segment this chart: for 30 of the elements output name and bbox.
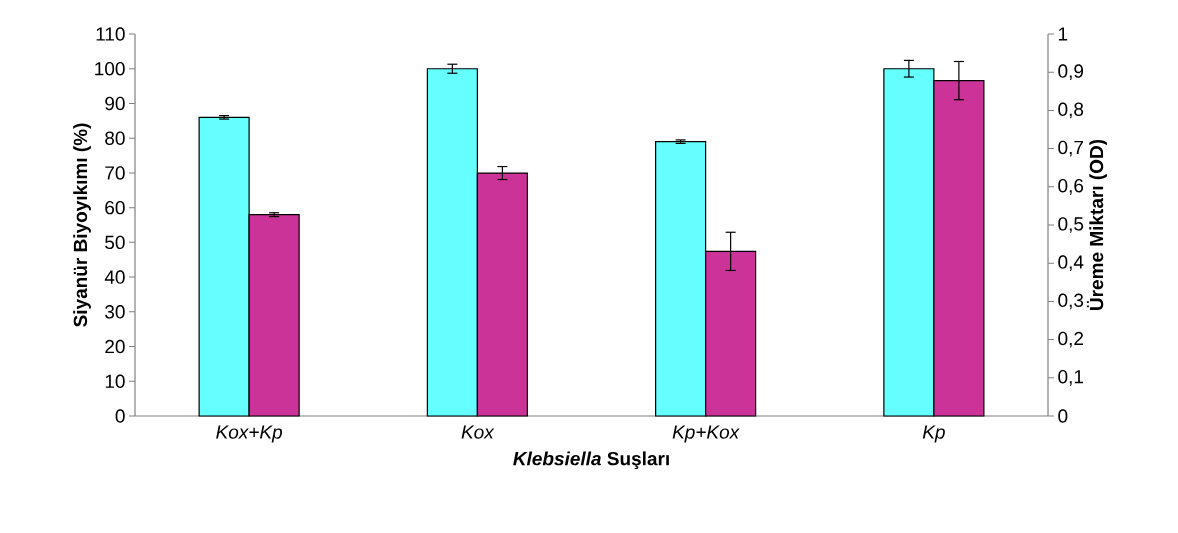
y2-tick-label: 0,1 [1058,369,1084,386]
y2-tick-label: 0,7 [1058,140,1083,157]
y2-tick-label: 0,8 [1058,102,1084,119]
y2-tick-label: 0,2 [1058,331,1083,348]
y-tick-label: 100 [95,62,125,76]
x-tick-label: Kp+Kox [672,425,740,443]
y-tick-label: 0 [115,409,125,423]
y-tick-label: 80 [105,131,125,145]
x-tick-label: Kox [461,425,495,439]
y-tick-label: 30 [105,305,125,319]
y-tick-label: 40 [104,270,125,284]
y-tick-label: 90 [105,96,125,111]
y-tick-label: 110 [96,27,125,41]
y-tick-label: 70 [105,166,125,180]
y-axis-title: Siyanür Biyoyıkımı (%) [73,123,91,327]
y2-axis-title: Üreme Miktarı (OD) [1086,139,1107,310]
y2-tick-label: 0,4 [1058,255,1084,272]
y2-tick-label: 1 [1058,27,1068,41]
y2-tick-label: 0,6 [1058,178,1084,195]
x-tick-label: Kox+Kp [216,425,283,443]
y2-tick-label: 0,9 [1058,64,1084,81]
y2-tick-label: 0,5 [1058,217,1084,233]
y2-tick-label: 0,3 [1058,293,1084,310]
y-tick-label: 50 [105,235,125,250]
x-axis-title: Klebsiella Suşları [513,451,669,470]
y-tick-label: 20 [105,339,125,354]
x-tick-label: Kp [922,425,945,443]
y-tick-label: 10 [105,374,125,388]
y2-tick-label: 0 [1058,409,1068,423]
y-tick-label: 60 [105,200,125,215]
